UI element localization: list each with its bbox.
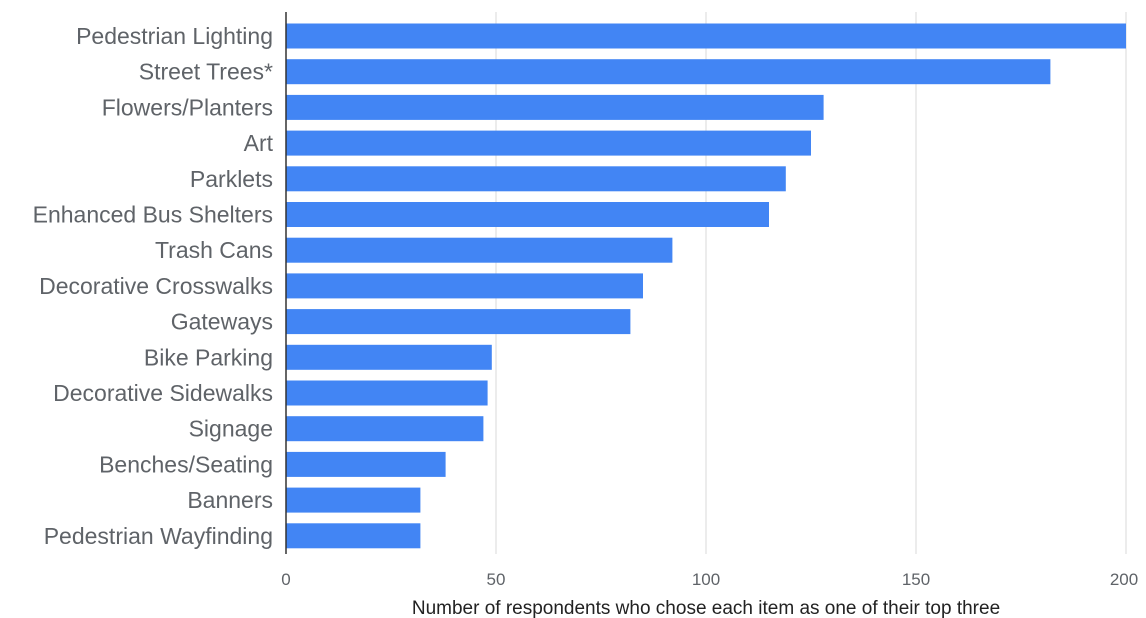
bar [286,451,446,477]
x-tick-label: 200 [1110,570,1138,589]
bar [286,487,421,513]
bar [286,273,643,299]
bar [286,309,631,335]
category-label: Benches/Seating [99,451,273,477]
bar [286,59,1051,85]
category-label: Gateways [171,309,273,335]
category-label: Pedestrian Wayfinding [44,523,273,549]
x-tick-label: 50 [487,570,506,589]
bar [286,166,786,192]
x-tick-label: 100 [692,570,720,589]
bar [286,23,1126,49]
category-label: Enhanced Bus Shelters [33,202,273,228]
bar [286,344,492,370]
category-label: Bike Parking [144,344,273,370]
x-tick-labels: 0 50 100 150 200 [281,570,1138,589]
bar [286,523,421,549]
category-label: Decorative Sidewalks [53,380,273,406]
category-label: Trash Cans [155,237,273,263]
category-label: Banners [187,487,273,513]
x-tick-label: 0 [281,570,290,589]
category-label: Parklets [190,166,273,192]
category-label: Street Trees* [139,59,273,85]
bar [286,380,488,406]
bar [286,202,769,227]
category-label: Signage [189,416,273,442]
category-labels: Pedestrian Lighting Street Trees* Flowers/… [33,23,274,549]
category-label: Art [244,130,274,156]
x-tick-label: 150 [902,570,930,589]
x-axis-title: Number of respondents who chose each ite… [412,598,1000,618]
bar [286,130,811,156]
bars [286,23,1126,549]
category-label: Flowers/Planters [102,94,273,120]
bar [286,94,824,120]
bar [286,237,673,263]
category-label: Decorative Crosswalks [39,273,273,299]
category-label: Pedestrian Lighting [76,23,273,49]
bar [286,416,484,442]
